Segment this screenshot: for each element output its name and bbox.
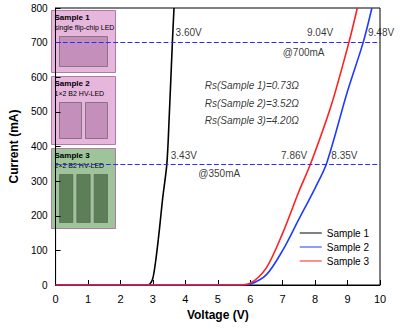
svg-text:Sample 1: Sample 1 <box>327 228 370 239</box>
svg-text:3.60V: 3.60V <box>176 27 202 38</box>
svg-text:9.04V: 9.04V <box>307 27 333 38</box>
svg-text:400: 400 <box>31 141 48 152</box>
svg-text:4: 4 <box>182 293 188 305</box>
svg-text:100: 100 <box>31 245 48 256</box>
svg-text:700: 700 <box>31 37 48 48</box>
svg-text:5: 5 <box>215 293 221 305</box>
svg-text:1: 1 <box>85 293 91 305</box>
svg-text:Rs(Sample 3)=4.20Ω: Rs(Sample 3)=4.20Ω <box>205 115 299 126</box>
svg-text:1×2 B2 HV-LED: 1×2 B2 HV-LED <box>55 90 105 97</box>
svg-text:7.86V: 7.86V <box>281 150 307 161</box>
svg-text:Sample 3: Sample 3 <box>327 256 370 267</box>
svg-text:200: 200 <box>31 210 48 221</box>
svg-text:9.48V: 9.48V <box>368 27 394 38</box>
svg-text:8.35V: 8.35V <box>331 150 357 161</box>
svg-text:8: 8 <box>312 293 318 305</box>
svg-text:single flip-chip LED: single flip-chip LED <box>55 24 115 32</box>
svg-text:0: 0 <box>53 293 59 305</box>
svg-text:Rs(Sample 2)=3.52Ω: Rs(Sample 2)=3.52Ω <box>205 98 299 109</box>
svg-text:7: 7 <box>280 293 286 305</box>
svg-text:800: 800 <box>31 3 48 14</box>
svg-text:Sample 3: Sample 3 <box>55 151 91 160</box>
svg-text:Sample 2: Sample 2 <box>327 242 370 253</box>
svg-text:Current (mA): Current (mA) <box>7 109 21 183</box>
svg-text:Voltage (V): Voltage (V) <box>187 308 249 322</box>
svg-text:2×2 B2 HV-LED: 2×2 B2 HV-LED <box>54 161 105 169</box>
svg-text:Sample 2: Sample 2 <box>55 79 91 88</box>
svg-text:9: 9 <box>344 293 350 305</box>
svg-text:3: 3 <box>150 293 156 305</box>
svg-text:3.43V: 3.43V <box>171 150 197 161</box>
svg-text:10: 10 <box>374 293 386 305</box>
svg-text:600: 600 <box>31 72 48 83</box>
svg-text:500: 500 <box>31 106 48 117</box>
svg-text:Sample 1: Sample 1 <box>55 13 91 22</box>
svg-text:@700mA: @700mA <box>283 47 325 58</box>
svg-text:@350mA: @350mA <box>198 168 240 179</box>
svg-text:0: 0 <box>42 280 48 291</box>
svg-text:6: 6 <box>247 293 253 305</box>
svg-text:2: 2 <box>117 293 123 305</box>
svg-text:300: 300 <box>31 176 48 187</box>
svg-text:Rs(Sample 1)=0.73Ω: Rs(Sample 1)=0.73Ω <box>205 80 299 91</box>
